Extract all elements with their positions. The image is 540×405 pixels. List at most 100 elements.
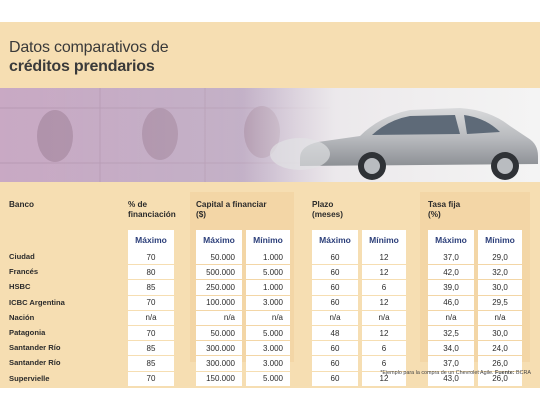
- bank-name: HSBC: [9, 282, 31, 292]
- header-financiacion: % de financiación: [128, 200, 184, 220]
- table-row: HSBC 85 250.000 1.000 60 6 39,0 30,0: [0, 280, 540, 295]
- infographic-card: Datos comparativos de créditos prendario…: [0, 22, 540, 388]
- cell-cap-max: 50.000: [196, 250, 242, 265]
- cell-plazo-min: 12: [362, 295, 406, 310]
- subheader-cap-max: Máximo: [196, 230, 242, 250]
- cell-fin: 85: [128, 356, 174, 371]
- cell-plazo-max: 60: [312, 265, 358, 280]
- cell-tasa-max: 42,0: [428, 265, 474, 280]
- subheader-tasa-min: Mínimo: [478, 230, 522, 250]
- cell-tasa-min: 26,0: [478, 356, 522, 371]
- cell-cap-max: 250.000: [196, 280, 242, 295]
- cell-tasa-min: n/a: [478, 310, 522, 325]
- title-line-2: créditos prendarios: [9, 58, 155, 75]
- cell-cap-min: 5.000: [246, 371, 290, 386]
- cell-plazo-min: 12: [362, 325, 406, 341]
- cell-plazo-min: 6: [362, 356, 406, 371]
- cell-plazo-max: 60: [312, 280, 358, 295]
- cell-plazo-min: 6: [362, 280, 406, 295]
- table-row: ICBC Argentina 70 100.000 3.000 60 12 46,0 29,5: [0, 295, 540, 311]
- cell-cap-max: 300.000: [196, 341, 242, 356]
- header-capital-unit: ($): [196, 210, 207, 219]
- table-row: Nación n/a n/a n/a n/a n/a n/a n/a: [0, 310, 540, 326]
- footnote-source-label: Fuente:: [495, 370, 515, 376]
- cell-fin: n/a: [128, 310, 174, 325]
- cell-tasa-max: 37,0: [428, 250, 474, 265]
- cell-plazo-max: 60: [312, 295, 358, 310]
- title-line-1: Datos comparativos de: [9, 39, 169, 56]
- footnote: *Ejemplo para la compra de un Chevrolet …: [380, 370, 531, 376]
- cell-plazo-max: 60: [312, 250, 358, 265]
- page-title: Datos comparativos de créditos prendario…: [9, 38, 169, 76]
- cell-cap-min: 1.000: [246, 250, 290, 265]
- banknotes-and-car-photo: [0, 88, 540, 182]
- bank-name: Ciudad: [9, 252, 35, 261]
- bank-name: Supervielle: [9, 373, 50, 383]
- cell-cap-max: 150.000: [196, 371, 242, 386]
- cell-fin: 85: [128, 280, 174, 295]
- subheader-tasa-max: Máximo: [428, 230, 474, 250]
- table-row: Santander Río 85 300.000 3.000 60 6 34,0 24,0: [0, 341, 540, 356]
- footnote-text: *Ejemplo para la compra de un Chevrolet …: [380, 370, 494, 376]
- cell-fin: 70: [128, 371, 174, 386]
- table-body: Ciudad 70 50.000 1.000 60 12 37,0 29,0 Francés 80…: [0, 250, 540, 387]
- cell-plazo-min: 12: [362, 371, 406, 386]
- header-banco-label: Banco: [9, 200, 35, 209]
- cell-tasa-max: 46,0: [428, 295, 474, 310]
- header-tasa-label: Tasa fija: [428, 200, 461, 209]
- cell-cap-min: 3.000: [246, 341, 290, 356]
- cell-plazo-min: 12: [362, 250, 406, 265]
- cell-fin: 80: [128, 265, 174, 280]
- cell-cap-max: 500.000: [196, 265, 242, 280]
- cell-cap-max: 100.000: [196, 295, 242, 310]
- header-plazo-unit: (meses): [312, 210, 343, 219]
- cell-tasa-max: n/a: [428, 310, 474, 325]
- cell-cap-min: 5.000: [246, 325, 290, 341]
- cell-tasa-max: 32,5: [428, 325, 474, 341]
- header-tasa: Tasa fija (%): [428, 200, 460, 220]
- cell-plazo-min: 12: [362, 265, 406, 280]
- subheader-cap-min: Mínimo: [246, 230, 290, 250]
- header-capital: Capital a financiar ($): [196, 200, 267, 220]
- header-capital-label: Capital a financiar: [196, 200, 267, 209]
- table-row: Santander Río 85 300.000 3.000 60 6 37,0 26,0: [0, 356, 540, 371]
- cell-fin: 70: [128, 250, 174, 265]
- cell-tasa-max: 43,0: [428, 371, 474, 386]
- cell-tasa-min: 24,0: [478, 341, 522, 356]
- cell-cap-min: 1.000: [246, 280, 290, 295]
- cell-tasa-min: 29,0: [478, 250, 522, 265]
- cell-tasa-max: 37,0: [428, 356, 474, 371]
- cell-cap-max: 300.000: [196, 356, 242, 371]
- car-icon: [270, 108, 538, 180]
- cell-tasa-min: 29,5: [478, 295, 522, 310]
- cell-plazo-max: 60: [312, 371, 358, 386]
- cell-cap-min: 3.000: [246, 295, 290, 310]
- header-plazo: Plazo (meses): [312, 200, 343, 220]
- cell-tasa-min: 26,0: [478, 371, 522, 386]
- cell-tasa-min: 30,0: [478, 325, 522, 341]
- cell-tasa-max: 39,0: [428, 280, 474, 295]
- subheader-plazo-min: Mínimo: [362, 230, 406, 250]
- cell-tasa-max: 34,0: [428, 341, 474, 356]
- cell-fin: 70: [128, 325, 174, 341]
- subheader-plazo-max: Máximo: [312, 230, 358, 250]
- cell-plazo-max: 60: [312, 341, 358, 356]
- cell-fin: 70: [128, 295, 174, 310]
- subheader-fin-max: Máximo: [128, 230, 174, 250]
- table-row: Ciudad 70 50.000 1.000 60 12 37,0 29,0: [0, 250, 540, 265]
- cell-tasa-min: 32,0: [478, 265, 522, 280]
- cell-fin: 85: [128, 341, 174, 356]
- cell-plazo-max: n/a: [312, 310, 358, 325]
- header-financiacion-label: % de financiación: [128, 200, 176, 219]
- cell-cap-min: n/a: [246, 310, 290, 325]
- cell-cap-min: 3.000: [246, 356, 290, 371]
- cell-cap-max: 50.000: [196, 325, 242, 341]
- bank-name: Patagonia: [9, 327, 46, 337]
- cell-plazo-min: 6: [362, 341, 406, 356]
- bank-name: Nación: [9, 312, 35, 322]
- table-row: Supervielle 70 150.000 5.000 60 12 43,0 26,0: [0, 371, 540, 387]
- cell-plazo-min: n/a: [362, 310, 406, 325]
- photo-illustration: [0, 88, 540, 182]
- cell-cap-min: 5.000: [246, 265, 290, 280]
